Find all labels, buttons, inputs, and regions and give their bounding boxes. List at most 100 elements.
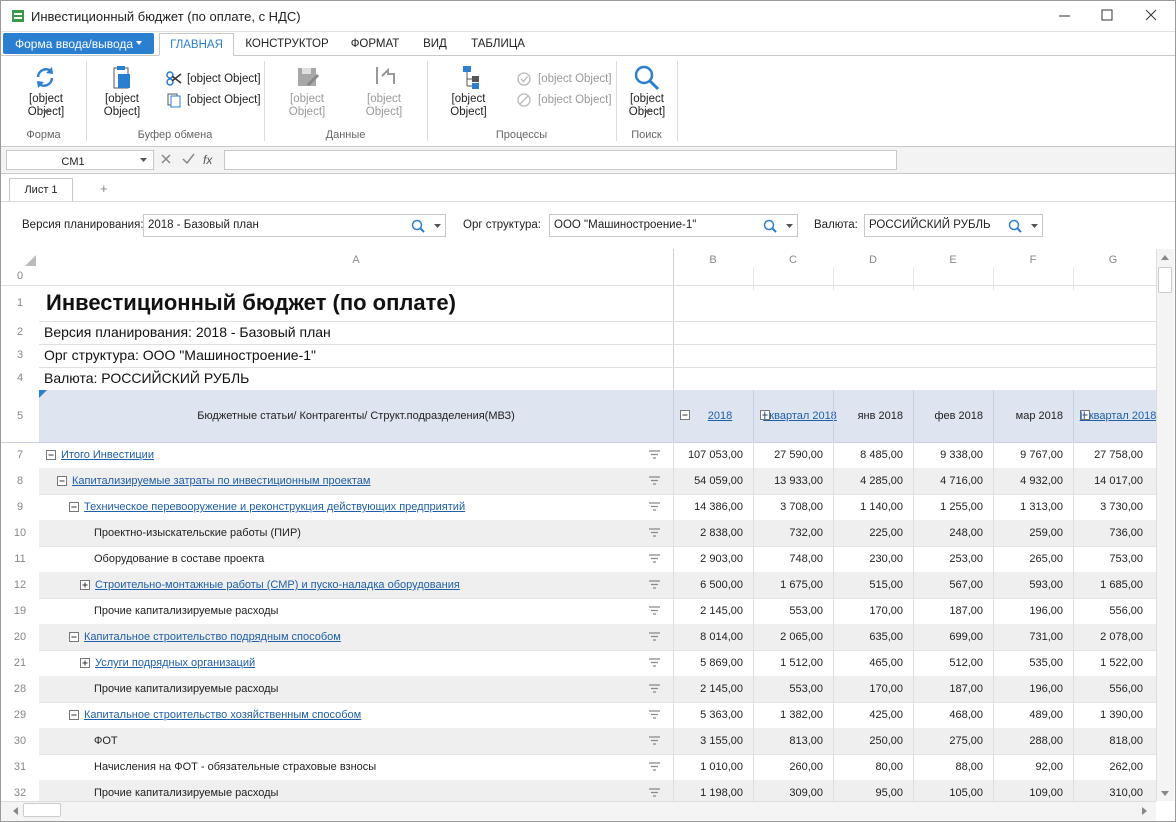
window-controls[interactable] [1041,1,1175,31]
value-cell: 105,00 [949,787,983,799]
value-cell: 5 869,00 [700,657,743,669]
grid-line [833,728,834,754]
grid-line [753,624,754,650]
column-header-link[interactable]: I квартал 2018 [763,410,837,422]
scroll-thumb[interactable] [23,803,61,817]
formula-icons: fx [159,151,221,169]
svg-shape [462,66,479,89]
circle-shape [517,93,531,107]
column-header-link[interactable]: 2018 [707,410,733,422]
ribbon-small-button[interactable]: [object Object] [166,92,261,110]
row-filter-icon [649,658,661,668]
toggle-plus [80,658,91,669]
row-number: 32 [13,787,27,799]
svg-shape [649,736,660,745]
svg-shape [376,67,395,84]
name-box[interactable]: CM1 [6,150,154,170]
row-label[interactable]: Капитализируемые затраты по инвестиционн… [72,475,371,487]
svg-shape [760,410,770,420]
filter-value: 2018 - Базовый план [148,219,259,231]
row-number: 19 [13,605,27,617]
toggle-minus [69,710,80,721]
horizontal-scrollbar[interactable] [1,801,1156,821]
ribbon-button[interactable]: [object Object] [431,61,506,123]
grid-line [673,468,674,494]
value-cell: 275,00 [949,735,983,747]
row-label[interactable]: Капитальное строительство подрядным спос… [84,631,341,643]
circle-shape [763,219,775,231]
row-label[interactable]: Строительно-монтажные работы (СМР) и пус… [95,579,460,591]
row-label[interactable]: Услуги подрядных организаций [95,657,256,669]
path-shape [171,73,182,84]
path-shape [649,736,660,745]
ribbon-button[interactable]: [object Object] [619,61,675,123]
filter-combobox[interactable]: 2018 - Базовый план [143,214,446,237]
column-letter: C [789,254,797,266]
row-number: 21 [13,657,27,669]
ribbon-tab-label: ФОРМАТ [350,38,400,50]
value-cell: 3 155,00 [700,735,743,747]
value-cell: 567,00 [949,579,983,591]
formula-input[interactable] [224,150,897,170]
value-cell: 170,00 [869,605,903,617]
value-cell: 1 512,00 [780,657,823,669]
filter-combobox[interactable]: ООО "Машиностроение-1" [549,214,798,237]
grid-line [913,702,914,728]
button-icon [633,64,661,92]
svg-shape [649,684,660,693]
svg-shape [46,450,56,460]
svg-shape [140,158,147,162]
ribbon-tab[interactable]: ВИД [415,33,455,56]
grid-line [1073,650,1074,676]
svg-shape [786,224,793,228]
row-filter-icon [649,736,661,746]
row-number: 0 [16,270,24,282]
value-cell: 3 730,00 [1100,501,1143,513]
grid-line [1,285,1156,286]
row-label[interactable]: Техническое перевооружение и реконструкц… [84,501,466,513]
path-shape [649,554,660,563]
toggle-minus [46,450,57,461]
button-label: [object Object] [629,93,665,118]
grid-line [833,442,834,468]
grid-line [993,780,994,801]
grid-line [673,728,674,754]
ribbon-group-separator [86,61,87,141]
form-menu-button[interactable]: Форма ввода/вывода [3,33,154,54]
scroll-right [1141,806,1149,816]
ribbon-button[interactable]: [object Object] [6,61,86,123]
row-label[interactable]: Итого Инвестиции [61,449,154,461]
row-filter-icon [649,502,661,512]
ribbon-tab[interactable]: КОНСТРУКТОР [239,33,335,56]
add-sheet[interactable]: + [100,181,108,196]
path-shape [649,528,660,537]
sheet-tab[interactable]: Лист 1 [9,178,73,202]
scroll-thumb[interactable] [1158,267,1172,293]
grid-line [913,546,914,572]
ribbon-tab[interactable]: ТАБЛИЦА [466,33,530,56]
row-filter-icon [649,528,661,538]
ribbon-small-button[interactable]: [object Object] [166,71,261,89]
path-shape [1142,807,1147,815]
filter-combobox[interactable]: РОССИЙСКИЙ РУБЛЬ [864,214,1043,237]
ribbon-button[interactable]: [object Object] [89,61,155,123]
value-cell: 1 313,00 [1020,501,1063,513]
column-header-link[interactable]: II квартал 2018 [1079,410,1156,422]
dropdown-arrow [140,158,147,163]
ribbon-tab[interactable]: ФОРМАТ [341,33,409,56]
row-label[interactable]: Капитальное строительство хозяйственным … [84,709,362,721]
grid-line [913,390,914,442]
value-cell: 9 767,00 [1020,449,1063,461]
scroll-down [1160,790,1170,798]
vertical-scrollbar[interactable] [1156,249,1174,801]
value-cell: 512,00 [949,657,983,669]
svg-shape [57,476,67,486]
grid-line [833,572,834,598]
ribbon-border-bottom [1,146,1175,147]
row-bg [39,676,1156,702]
rect-shape [117,66,125,70]
row-label: Прочие капитализируемые расходы [94,787,279,799]
ribbon-tab[interactable]: ГЛАВНАЯ [159,33,234,56]
path-shape [43,110,50,114]
svg-shape [43,110,50,114]
